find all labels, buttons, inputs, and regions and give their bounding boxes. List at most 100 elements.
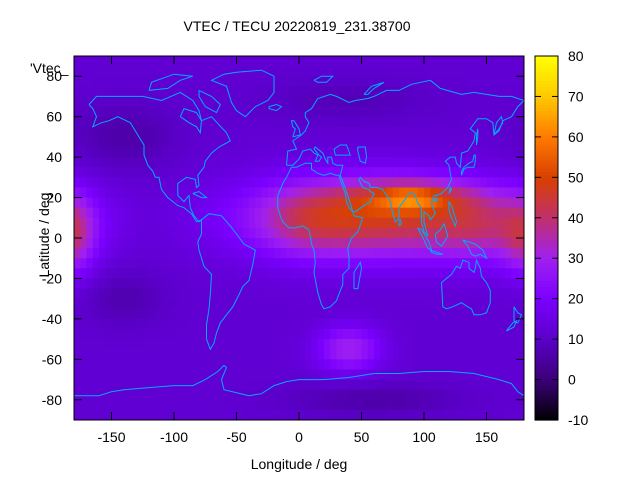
heat-cell <box>205 207 213 219</box>
heat-cell <box>405 339 413 350</box>
heat-cell <box>455 217 463 229</box>
heat-cell <box>299 76 306 87</box>
heat-cell <box>474 86 481 98</box>
heat-cell <box>461 349 469 360</box>
heat-cell <box>99 217 106 229</box>
heat-cell <box>461 106 469 118</box>
heat-cell <box>317 248 325 259</box>
heat-cell <box>392 329 400 340</box>
heat-cell <box>211 349 219 360</box>
heat-cell <box>74 329 81 340</box>
heat-cell <box>424 298 431 310</box>
heat-cell <box>224 258 231 269</box>
heat-cell <box>436 329 444 340</box>
heat-cell <box>386 217 394 229</box>
heat-cell <box>511 76 519 87</box>
heat-cell <box>367 318 375 330</box>
heat-cell <box>430 318 438 330</box>
heat-cell <box>442 349 450 360</box>
heat-cell <box>105 389 113 401</box>
heat-cell <box>267 298 275 310</box>
heat-cell <box>274 298 281 310</box>
heat-cell <box>392 207 400 219</box>
heat-cell <box>105 136 113 148</box>
heat-cell <box>255 207 263 219</box>
heat-cell <box>142 369 150 381</box>
heat-cell <box>299 96 306 108</box>
heat-cell <box>99 308 106 320</box>
heat-cell <box>236 116 244 128</box>
heat-cell <box>417 258 425 269</box>
heat-cell <box>311 288 319 300</box>
heat-cell <box>261 177 269 189</box>
colorbar-segment <box>535 404 558 409</box>
heat-cell <box>149 278 156 290</box>
heat-cell <box>74 298 81 310</box>
heat-cell <box>136 126 144 138</box>
colorbar-segment <box>535 225 558 230</box>
heat-cell <box>161 318 169 330</box>
heat-cell <box>224 227 231 239</box>
heat-cell <box>467 379 475 391</box>
heat-cell <box>392 147 400 158</box>
heat-cell <box>342 318 350 330</box>
heat-cell <box>486 187 494 199</box>
heat-cell <box>467 409 475 420</box>
heat-cell <box>205 399 213 411</box>
heat-cell <box>199 238 206 249</box>
heat-cell <box>455 96 463 108</box>
heat-cell <box>136 116 144 128</box>
heat-cell <box>349 308 356 320</box>
heat-cell <box>424 167 431 178</box>
heat-cell <box>80 177 88 189</box>
heat-cell <box>449 167 456 178</box>
heat-cell <box>305 349 313 360</box>
heat-cell <box>361 409 369 420</box>
heat-cell <box>149 359 156 371</box>
heat-cell <box>499 147 506 158</box>
heat-cell <box>517 399 524 411</box>
heat-cell <box>174 308 181 320</box>
heat-cell <box>286 177 294 189</box>
heat-cell <box>399 369 406 381</box>
heat-cell <box>111 126 119 138</box>
heat-cell <box>336 197 344 209</box>
heat-cell <box>136 248 144 259</box>
heat-cell <box>474 167 481 178</box>
heat-cell <box>199 147 206 158</box>
colorbar-segment <box>535 56 558 60</box>
heat-cell <box>405 379 413 391</box>
heat-cell <box>292 66 300 77</box>
heat-cell <box>286 106 294 118</box>
heat-cell <box>342 258 350 269</box>
heat-cell <box>249 197 256 209</box>
heat-cell <box>342 278 350 290</box>
heat-cell <box>342 308 350 320</box>
heat-cell <box>117 399 125 411</box>
heat-cell <box>324 248 331 259</box>
heat-cell <box>236 258 244 269</box>
heat-cell <box>449 278 456 290</box>
heat-cell <box>242 248 250 259</box>
heat-cell <box>255 96 263 108</box>
heat-cell <box>105 207 113 219</box>
heat-cell <box>411 339 419 350</box>
heat-cell <box>442 116 450 128</box>
heat-cell <box>199 389 206 401</box>
heat-cell <box>467 227 475 239</box>
heat-cell <box>155 389 163 401</box>
heat-cell <box>180 66 188 77</box>
heat-cell <box>142 167 150 178</box>
heat-cell <box>236 217 244 229</box>
heat-cell <box>442 177 450 189</box>
heat-cell <box>467 217 475 229</box>
heat-cell <box>411 278 419 290</box>
heat-cell <box>167 339 175 350</box>
heat-cell <box>392 167 400 178</box>
heat-cell <box>461 167 469 178</box>
heat-cell <box>505 136 513 148</box>
heat-cell <box>92 318 100 330</box>
heat-cell <box>280 298 288 310</box>
legend-label: 'Vtec_ <box>30 60 69 76</box>
heat-cell <box>305 369 313 381</box>
